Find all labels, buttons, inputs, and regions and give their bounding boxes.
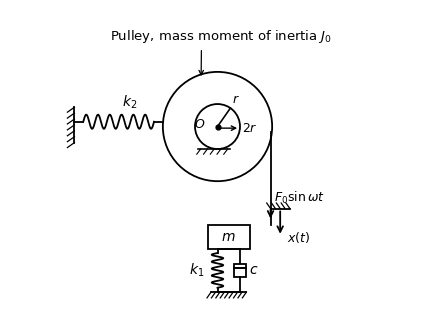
Text: $m$: $m$ xyxy=(221,230,236,244)
Text: Pulley, mass moment of inertia $J_0$: Pulley, mass moment of inertia $J_0$ xyxy=(109,27,331,44)
Text: $O$: $O$ xyxy=(193,118,205,131)
Text: $F_0 \sin \omega t$: $F_0 \sin \omega t$ xyxy=(273,190,324,206)
Text: $k_2$: $k_2$ xyxy=(122,94,137,112)
Text: $r$: $r$ xyxy=(231,94,239,107)
Text: $c$: $c$ xyxy=(248,263,258,277)
Bar xyxy=(207,225,249,249)
Bar xyxy=(233,264,246,277)
Text: $x(t)$: $x(t)$ xyxy=(286,230,309,245)
Text: $k_1$: $k_1$ xyxy=(189,262,204,279)
Text: $2r$: $2r$ xyxy=(241,122,257,135)
